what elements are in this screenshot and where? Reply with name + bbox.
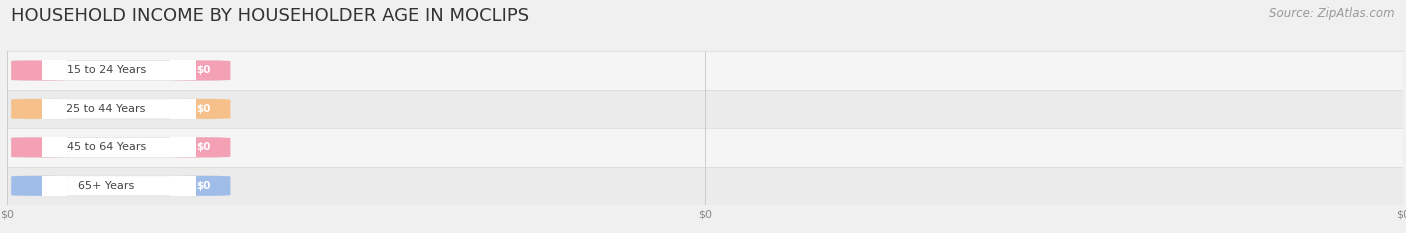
FancyBboxPatch shape — [170, 176, 195, 196]
FancyBboxPatch shape — [170, 137, 231, 157]
Bar — [7, 128, 1403, 167]
FancyBboxPatch shape — [170, 61, 231, 80]
FancyBboxPatch shape — [11, 99, 224, 119]
FancyBboxPatch shape — [42, 137, 67, 157]
FancyBboxPatch shape — [11, 137, 224, 157]
FancyBboxPatch shape — [11, 176, 224, 196]
FancyBboxPatch shape — [170, 176, 231, 196]
FancyBboxPatch shape — [170, 99, 231, 119]
Text: 25 to 44 Years: 25 to 44 Years — [66, 104, 146, 114]
Text: $0: $0 — [197, 104, 211, 114]
Bar — [7, 90, 1403, 128]
FancyBboxPatch shape — [11, 176, 67, 196]
FancyBboxPatch shape — [42, 99, 67, 119]
FancyBboxPatch shape — [11, 61, 224, 80]
Text: 65+ Years: 65+ Years — [77, 181, 135, 191]
Bar — [7, 51, 1403, 90]
Text: $0: $0 — [197, 65, 211, 75]
FancyBboxPatch shape — [170, 99, 195, 119]
FancyBboxPatch shape — [42, 61, 67, 80]
FancyBboxPatch shape — [170, 137, 195, 157]
FancyBboxPatch shape — [170, 61, 195, 80]
FancyBboxPatch shape — [11, 137, 67, 157]
Text: $0: $0 — [197, 181, 211, 191]
Text: $0: $0 — [197, 142, 211, 152]
FancyBboxPatch shape — [11, 99, 67, 119]
Bar — [7, 167, 1403, 205]
FancyBboxPatch shape — [42, 176, 67, 196]
Text: Source: ZipAtlas.com: Source: ZipAtlas.com — [1270, 7, 1395, 20]
Text: HOUSEHOLD INCOME BY HOUSEHOLDER AGE IN MOCLIPS: HOUSEHOLD INCOME BY HOUSEHOLDER AGE IN M… — [11, 7, 530, 25]
Text: 45 to 64 Years: 45 to 64 Years — [66, 142, 146, 152]
Text: 15 to 24 Years: 15 to 24 Years — [66, 65, 146, 75]
FancyBboxPatch shape — [11, 61, 67, 80]
